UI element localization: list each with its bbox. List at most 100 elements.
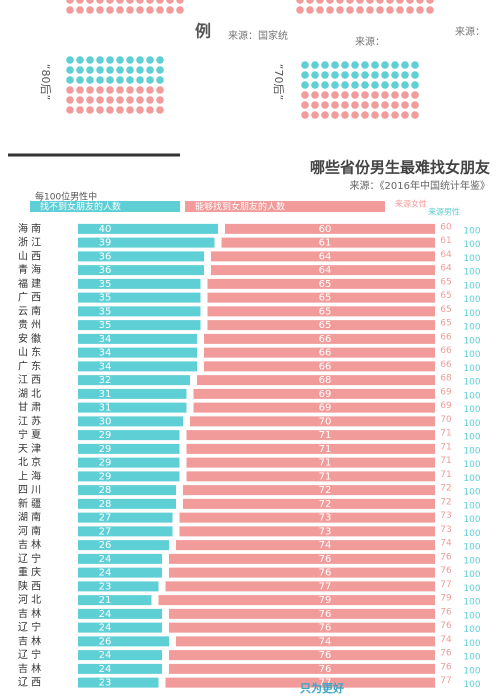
right-value: 65 xyxy=(440,319,451,329)
right-value: 73 xyxy=(440,525,451,535)
value-label: 21 xyxy=(99,595,112,606)
dot xyxy=(371,61,379,69)
category-label: 辽 宁 xyxy=(18,621,41,634)
bar xyxy=(78,388,187,399)
dot xyxy=(96,0,104,4)
dot xyxy=(96,56,104,64)
value-label: 68 xyxy=(319,375,332,386)
category-label: 云 南 xyxy=(18,304,41,317)
right-value: 65 xyxy=(440,277,451,287)
bar xyxy=(204,347,435,358)
dot xyxy=(416,0,424,4)
dot xyxy=(176,6,184,14)
value-label: 30 xyxy=(99,416,112,427)
dot xyxy=(361,111,369,119)
category-label: 吉 林 xyxy=(18,538,41,551)
dot xyxy=(116,96,124,104)
right-total: 100 xyxy=(463,653,480,663)
dot xyxy=(301,91,309,99)
value-label: 69 xyxy=(319,403,332,414)
right-value: 73 xyxy=(440,511,451,521)
value-label: 35 xyxy=(99,279,112,290)
dot xyxy=(301,61,309,69)
right-value: 76 xyxy=(440,649,452,659)
right-total: 100 xyxy=(463,474,480,484)
right-value: 74 xyxy=(440,539,452,549)
value-label: 64 xyxy=(319,251,332,262)
dot xyxy=(381,81,389,89)
dot xyxy=(136,6,144,14)
dot xyxy=(86,96,94,104)
dot xyxy=(116,106,124,114)
dot xyxy=(381,111,389,119)
dot xyxy=(386,6,394,14)
value-label: 34 xyxy=(99,348,112,359)
legend-mark: 例 xyxy=(195,22,211,41)
dot xyxy=(76,0,84,4)
value-label: 76 xyxy=(319,664,332,675)
right-value: 79 xyxy=(440,594,452,604)
dot xyxy=(106,106,114,114)
dot xyxy=(411,91,419,99)
value-label: 60 xyxy=(319,224,332,235)
dot xyxy=(66,6,74,14)
bar xyxy=(78,265,204,276)
dot xyxy=(66,66,74,74)
value-label: 29 xyxy=(99,458,112,469)
dot xyxy=(391,111,399,119)
value-label: 61 xyxy=(319,238,332,249)
dot xyxy=(156,86,164,94)
bar xyxy=(186,430,435,441)
dot xyxy=(136,56,144,64)
bar xyxy=(78,471,180,482)
value-label: 24 xyxy=(99,664,112,675)
right-value: 71 xyxy=(440,470,451,480)
dot xyxy=(136,106,144,114)
bar xyxy=(78,278,201,289)
dot xyxy=(76,86,84,94)
dot xyxy=(156,66,164,74)
bar xyxy=(186,471,435,482)
dot xyxy=(106,6,114,14)
dot xyxy=(401,81,409,89)
dot xyxy=(361,101,369,109)
dot xyxy=(376,6,384,14)
dot xyxy=(301,81,309,89)
value-label: 24 xyxy=(99,568,112,579)
bar xyxy=(78,622,162,633)
dot xyxy=(126,76,134,84)
value-label: 31 xyxy=(99,389,112,400)
dot xyxy=(316,6,324,14)
bar xyxy=(169,567,435,578)
dot xyxy=(346,0,354,4)
right-value: 76 xyxy=(440,607,452,617)
value-label: 73 xyxy=(319,526,332,537)
dot xyxy=(321,111,329,119)
dot xyxy=(146,106,154,114)
dot xyxy=(301,71,309,79)
right-total: 100 xyxy=(463,268,480,278)
dot xyxy=(331,111,339,119)
bar xyxy=(207,292,435,303)
dot xyxy=(76,96,84,104)
value-label: 76 xyxy=(319,609,332,620)
right-total: 100 xyxy=(463,405,480,415)
dot xyxy=(306,0,314,4)
category-label: 广 西 xyxy=(18,292,41,304)
right-total: 100 xyxy=(463,515,480,525)
dot xyxy=(86,76,94,84)
right-value: 74 xyxy=(440,635,452,645)
dot xyxy=(301,111,309,119)
value-label: 24 xyxy=(99,554,112,565)
dot xyxy=(106,66,114,74)
right-total: 100 xyxy=(463,625,480,635)
right-value: 71 xyxy=(440,442,451,452)
dot xyxy=(331,71,339,79)
dot xyxy=(391,91,399,99)
dot xyxy=(136,66,144,74)
right-total: 100 xyxy=(463,419,480,429)
bar xyxy=(176,636,435,647)
right-total: 100 xyxy=(463,378,480,388)
right-total: 100 xyxy=(463,336,480,346)
legend-swatch xyxy=(185,201,385,212)
